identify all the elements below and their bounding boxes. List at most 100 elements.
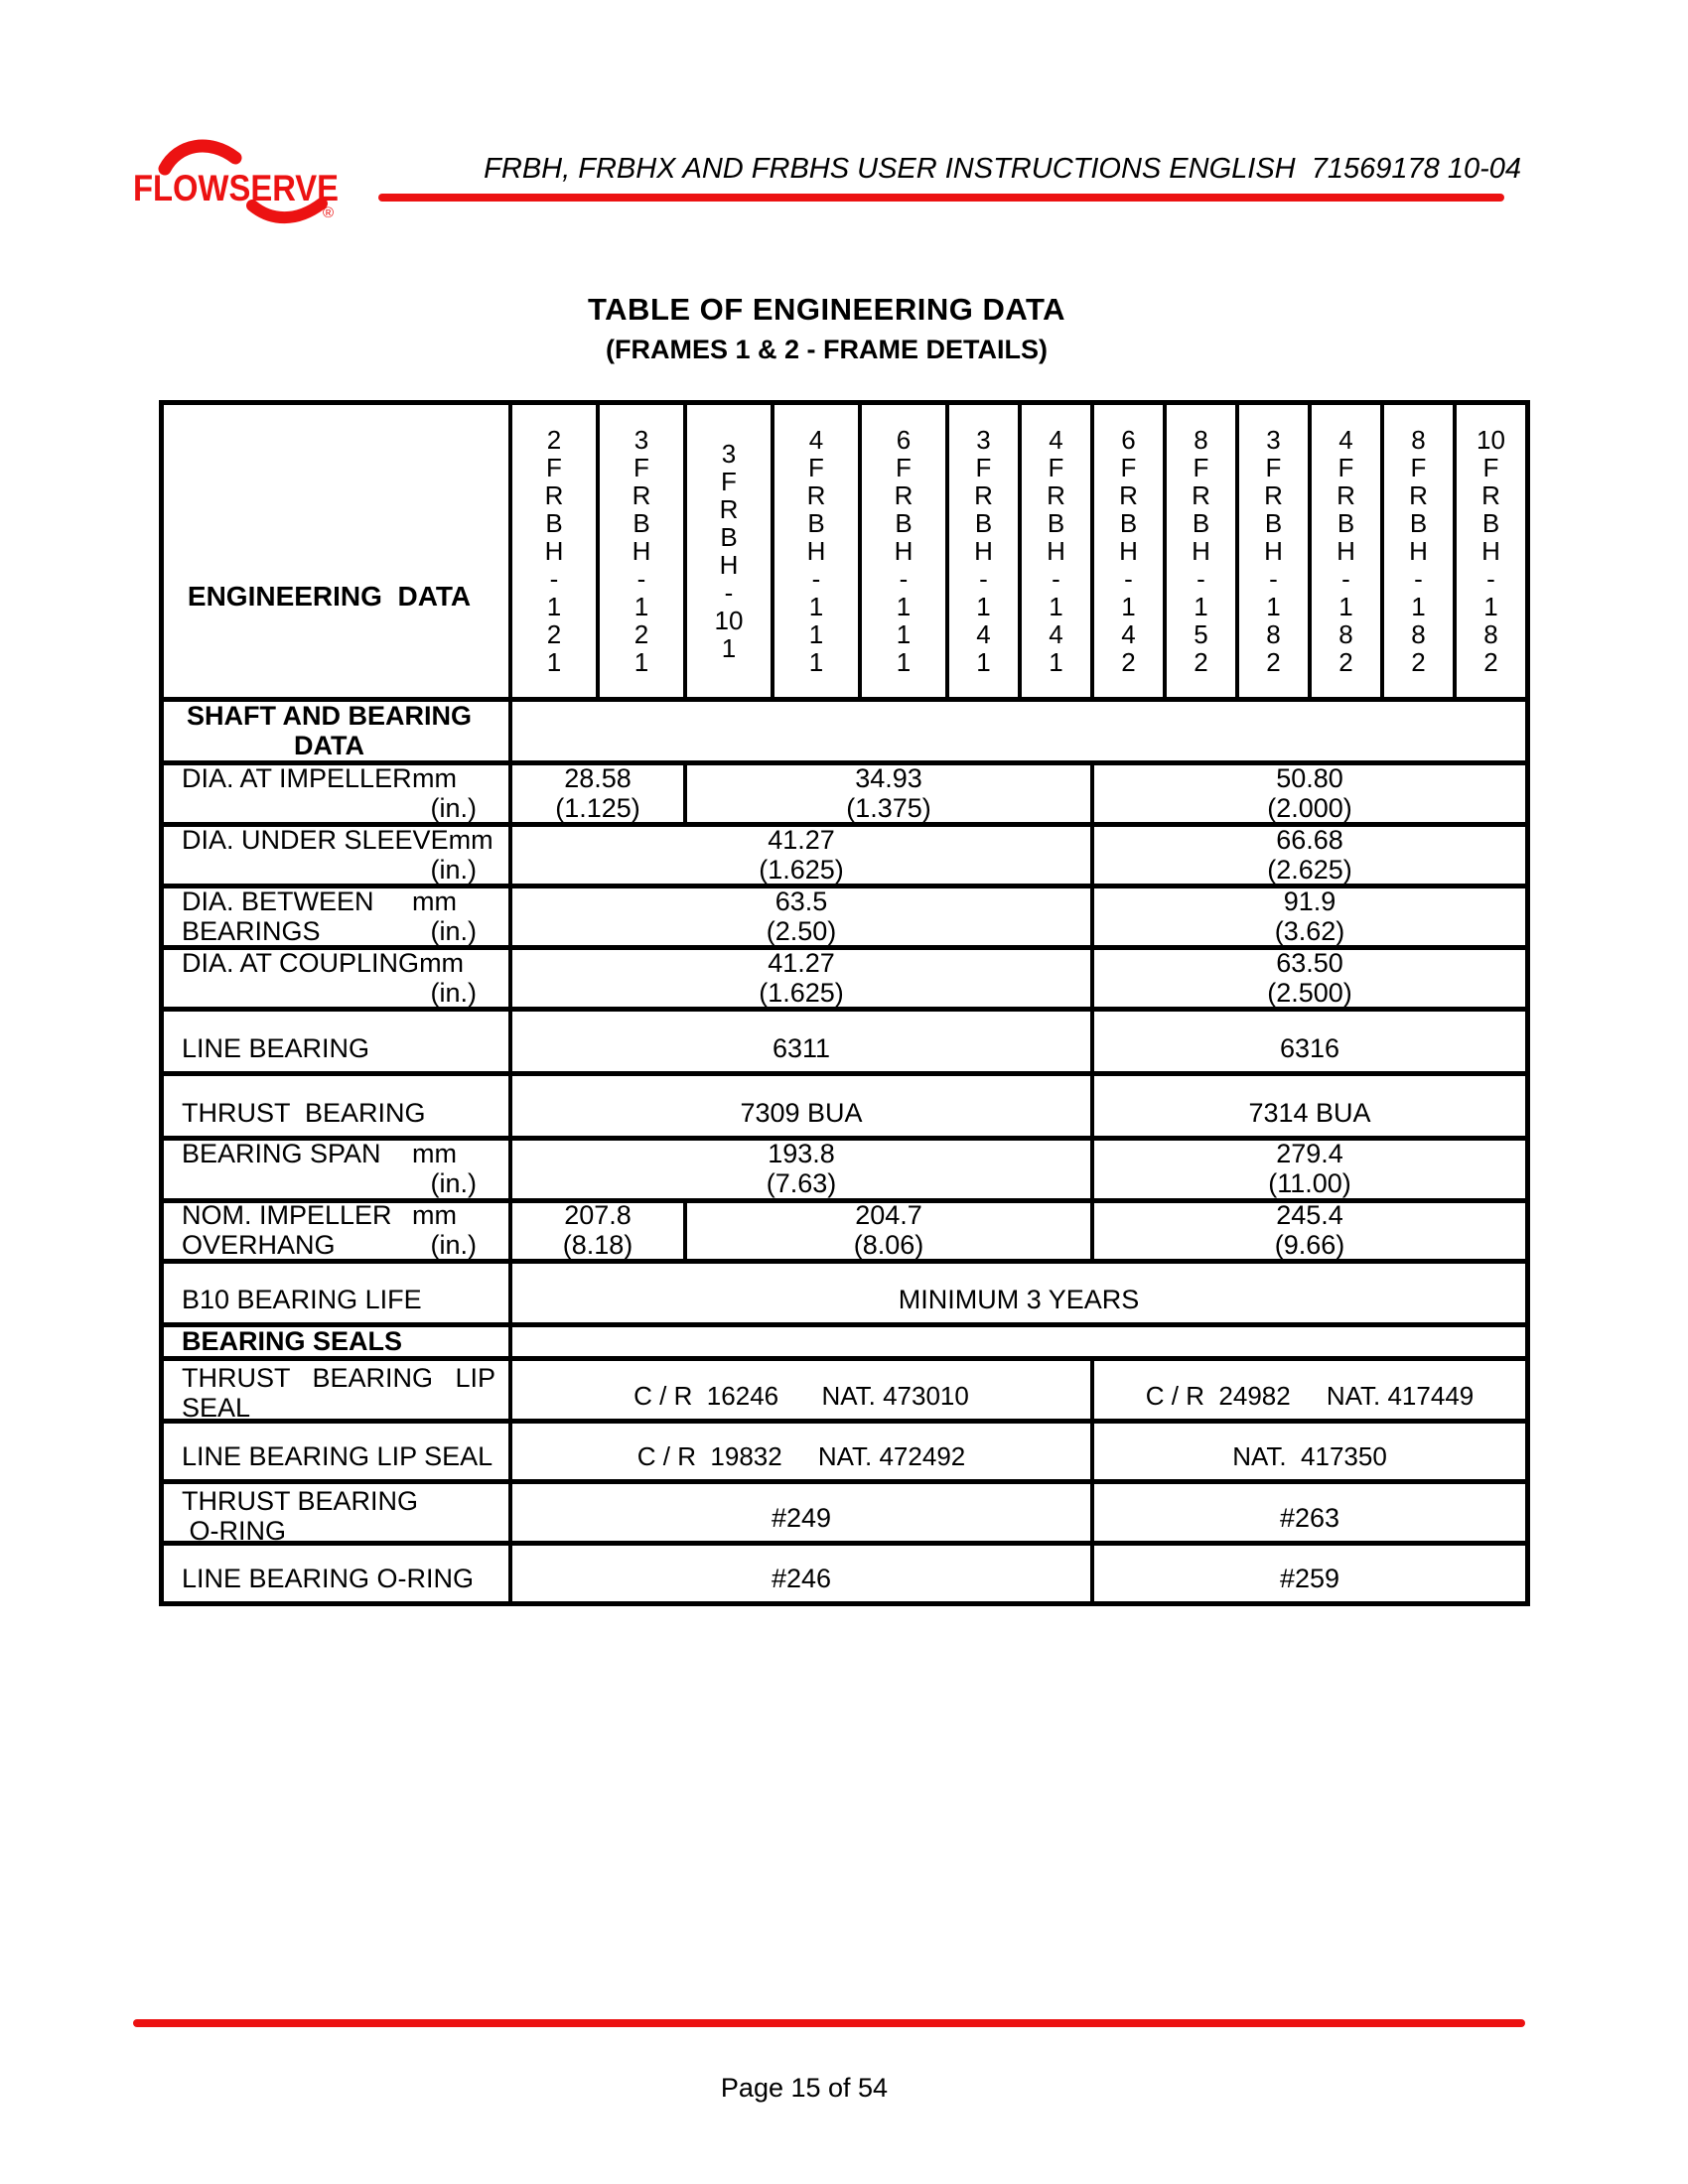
column-header-char: - <box>1124 564 1133 594</box>
value-text: #263 <box>1279 1503 1340 1533</box>
label-line: LINE BEARING O-RING <box>182 1564 477 1593</box>
flowserve-logo: FLOWSERVE ® <box>133 139 339 224</box>
column-header-char: 1 <box>896 647 912 677</box>
column-header-char: 8 <box>1338 619 1353 649</box>
value-text: (1.375) <box>846 792 931 823</box>
value-text: 7314 BUA <box>1248 1098 1371 1128</box>
column-header-char: R <box>1409 480 1428 510</box>
column-header-char: B <box>1409 508 1428 538</box>
page-subtitle: (FRAMES 1 & 2 - FRAME DETAILS) <box>606 335 1048 364</box>
value-text: 245.4 <box>1276 1203 1343 1230</box>
label-line: DATA <box>182 731 477 760</box>
value-text: 6311 <box>772 1033 831 1063</box>
table-row-bearing-span: BEARING SPAN mm (in.) 193.8 (7.63) 279.4 (11.0… <box>164 1136 1525 1198</box>
dia-at-coupling-value: 63.50 (2.500) <box>1090 950 1525 1007</box>
dia-at-impeller-value: 28.58 (1.125) <box>508 765 683 822</box>
line-bearing-label: LINE BEARING <box>164 1012 508 1071</box>
column-header-char: - <box>1196 564 1205 594</box>
table-row-line-bearing-o-ring: LINE BEARING O-RING #246 #259 <box>164 1541 1525 1601</box>
column-header-char: F <box>721 467 737 496</box>
nom-impeller-overhang-value: 207.8 (8.18) <box>508 1203 683 1259</box>
label-unit: mm <box>419 950 465 978</box>
column-header-char: 8 <box>1266 619 1281 649</box>
value-text: (1.625) <box>759 977 844 1008</box>
column-header-char: F <box>633 453 649 482</box>
line-bearing-o-ring-label: LINE BEARING O-RING <box>164 1546 508 1601</box>
label-unit: (in.) <box>430 1230 478 1259</box>
value-text: (7.63) <box>766 1168 837 1198</box>
column-header-char: 1 <box>1194 592 1208 621</box>
label-unit: (in.) <box>430 977 478 1008</box>
dia-at-impeller-label: DIA. AT IMPELLER mm (in.) <box>164 765 508 822</box>
thrust-bearing-lip-seal-value: C / R 16246 NAT. 473010 <box>508 1361 1090 1419</box>
column-header-char: 2 <box>546 619 562 649</box>
shaft-and-bearing-data-section-value <box>508 702 1525 760</box>
column-header-10frbh-182: 10 F R B H -1 8 2 <box>1453 405 1525 697</box>
column-header-char: F <box>1120 453 1137 482</box>
column-header-char: 8 <box>1483 619 1498 649</box>
column-header-char: 3 <box>1266 425 1281 455</box>
column-header-char: 4 <box>976 619 991 649</box>
column-header-char: R <box>544 480 564 510</box>
table-row-bearing-seals-section: BEARING SEALS <box>164 1322 1525 1356</box>
column-header-char: 10 <box>714 606 744 635</box>
line-bearing-value: 6316 <box>1090 1012 1525 1071</box>
value-text: 66.68 <box>1276 827 1343 855</box>
column-header-char: 4 <box>1049 619 1063 649</box>
label-line: (in.) <box>182 854 478 885</box>
value-text: (2.000) <box>1267 792 1352 823</box>
value-text: 91.9 <box>1283 888 1336 916</box>
page-number: Page 15 of 54 <box>720 2073 889 2103</box>
column-header-char: 4 <box>808 425 824 455</box>
column-header-char: R <box>894 480 914 510</box>
bearing-span-label: BEARING SPAN mm (in.) <box>164 1141 508 1198</box>
column-header-char: 4 <box>1121 619 1136 649</box>
column-header-char: H <box>544 536 564 566</box>
label-line: LINE BEARING LIP SEAL <box>182 1441 492 1471</box>
label-line: LINE BEARING <box>182 1033 477 1063</box>
column-header-char: - <box>1486 564 1495 594</box>
column-header-char: B <box>807 508 825 538</box>
column-header-char: B <box>1119 508 1138 538</box>
label-text: THRUST BEARING <box>182 1486 419 1516</box>
label-line: (in.) <box>182 793 478 823</box>
value-text: C / R 16246 NAT. 473010 <box>633 1381 969 1411</box>
column-header-char: 3 <box>976 425 991 455</box>
label-text: SEAL <box>182 1393 251 1419</box>
column-header-char: 2 <box>1194 647 1208 677</box>
label-text: THRUST BEARING LIP <box>182 1363 496 1393</box>
dia-at-impeller-value: 34.93 (1.375) <box>683 765 1090 822</box>
value-text: (3.62) <box>1274 915 1345 946</box>
label-unit: (in.) <box>430 854 478 885</box>
column-header-char: 2 <box>1266 647 1281 677</box>
value-text: (9.66) <box>1274 1230 1345 1259</box>
line-bearing-o-ring-value: #246 <box>508 1546 1090 1601</box>
footer-rule <box>133 2019 1525 2027</box>
table-row-dia-between-bearings: DIA. BETWEEN mm BEARINGS (in.) 63.5 (2.50) 91.… <box>164 884 1525 945</box>
dia-under-sleeve-label: DIA. UNDER SLEEVE mm (in.) <box>164 827 508 884</box>
engineering-data-corner-cell: ENGINEERING DATA <box>164 405 508 697</box>
column-header-char: H <box>974 536 993 566</box>
nom-impeller-overhang-value: 204.7 (8.06) <box>683 1203 1090 1259</box>
value-text: 28.58 <box>564 765 632 793</box>
column-header-char: 1 <box>546 592 562 621</box>
column-header-char: - <box>1414 564 1423 594</box>
value-text: NAT. 417350 <box>1232 1441 1387 1471</box>
table-header-row: ENGINEERING DATA 2 F R B H -1 2 1 3 F R B H -1 2 1 3 F R B H -… <box>164 405 1525 697</box>
value-text: (2.50) <box>766 915 837 946</box>
value-text: (1.625) <box>759 854 844 885</box>
thrust-bearing-o-ring-label: THRUST BEARING O-RING <box>164 1484 508 1541</box>
column-header-3frbh-101: 3 F R B H -10 1 <box>683 405 771 697</box>
column-header-char: H <box>894 536 914 566</box>
column-header-char: H <box>719 550 739 580</box>
engineering-data-table: ENGINEERING DATA 2 F R B H -1 2 1 3 F R B H -1 2 1 3 F R B H -… <box>159 400 1530 1606</box>
